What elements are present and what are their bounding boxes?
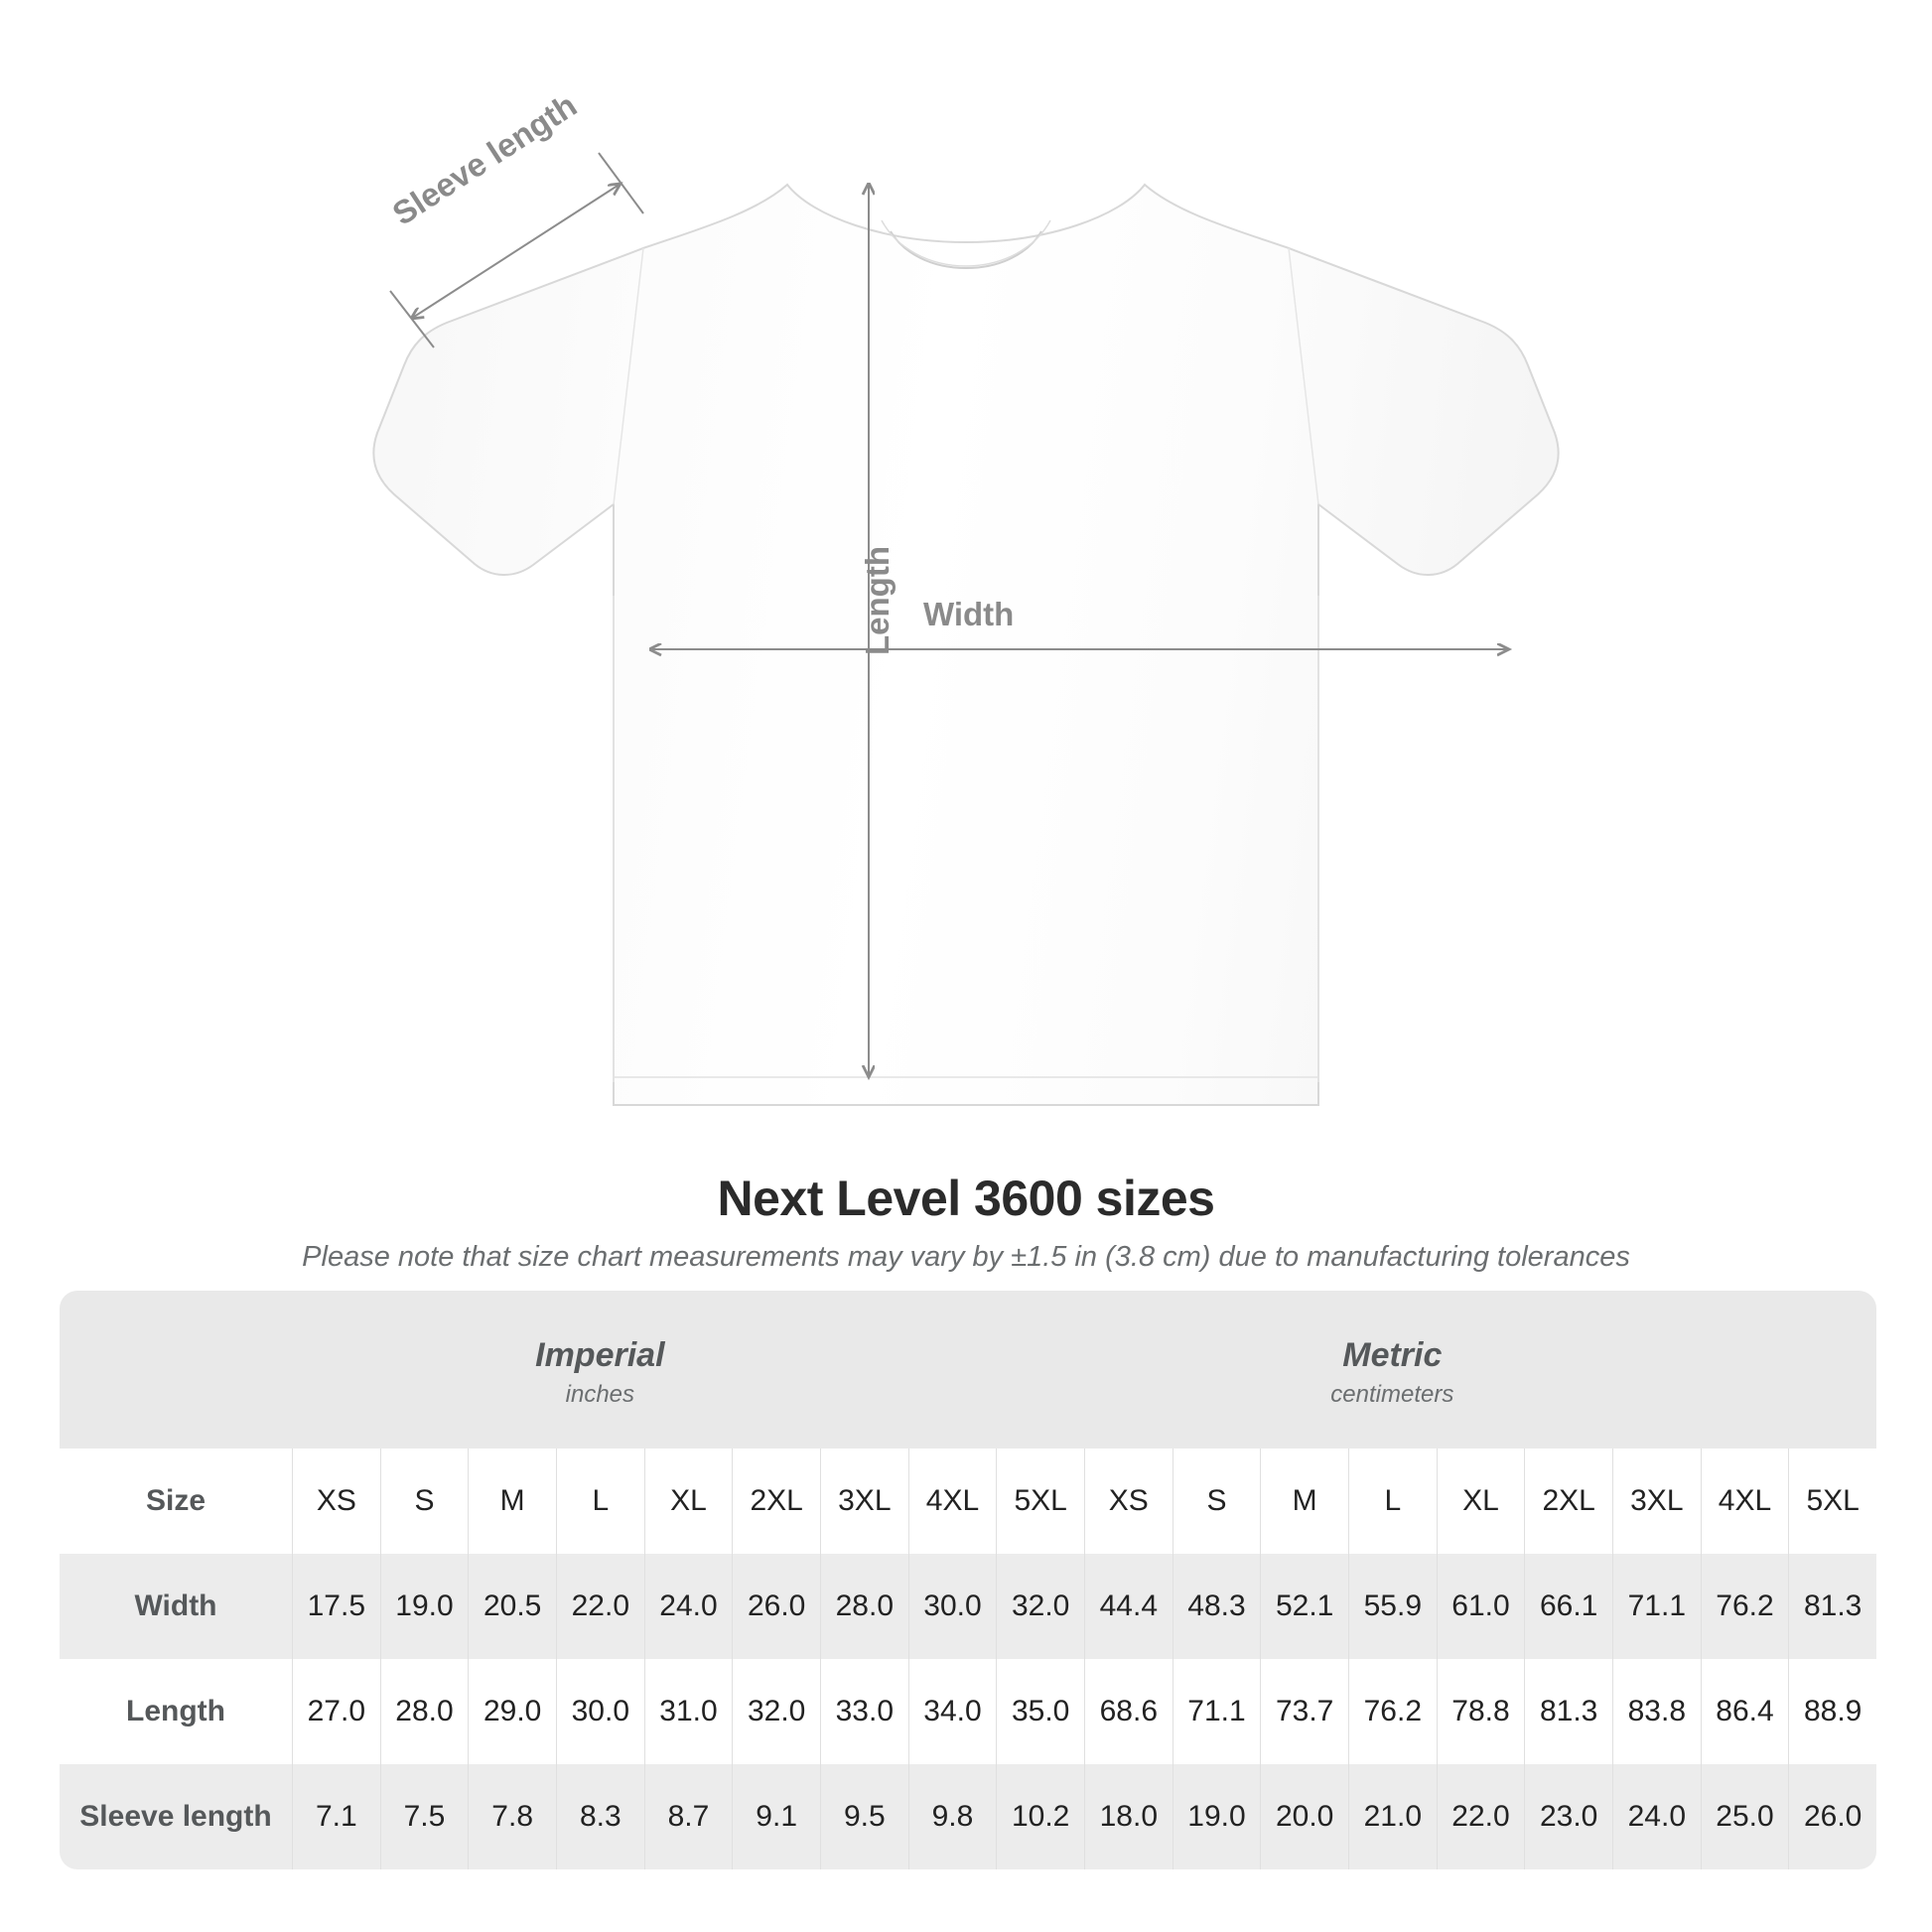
svg-text:Width: Width <box>923 596 1014 632</box>
svg-text:Sleeve length: Sleeve length <box>386 86 584 232</box>
svg-text:Length: Length <box>859 546 896 655</box>
